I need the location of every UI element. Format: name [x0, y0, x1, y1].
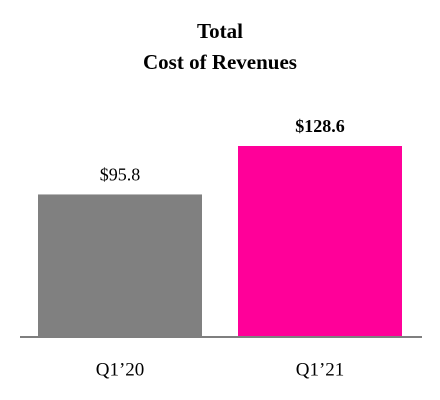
chart-title: Total [197, 19, 243, 43]
x-tick-label: Q1’20 [96, 359, 145, 380]
chart-title: Cost of Revenues [143, 50, 297, 74]
value-label: $95.8 [100, 165, 141, 185]
value-label: $128.6 [295, 116, 345, 136]
x-tick-label: Q1’21 [296, 359, 345, 380]
bar [38, 194, 202, 336]
bar [238, 146, 402, 336]
